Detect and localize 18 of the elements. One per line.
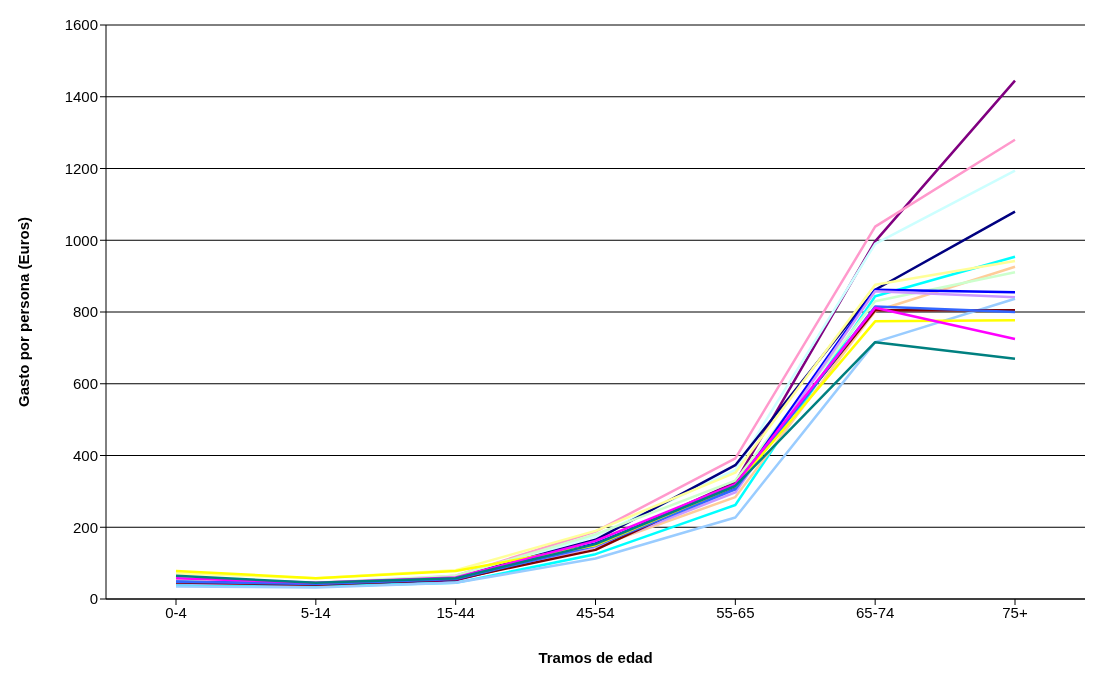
y-tick-label: 800 [72,303,98,321]
x-tick-label: 5-14 [300,603,331,621]
x-tick-label: 15-44 [436,603,475,621]
x-axis-title: Tramos de edad [538,649,653,666]
x-tick-label: 65-74 [855,603,895,621]
y-tick-label: 1000 [64,231,98,249]
y-tick-label: 1400 [64,88,98,106]
y-tick-label: 200 [72,518,98,536]
y-tick-label: 1200 [64,159,98,177]
y-tick-label: 400 [72,446,98,464]
y-tick-label: 1600 [64,16,98,34]
y-tick-label: 0 [89,590,98,608]
x-tick-label: 45-54 [576,603,615,621]
x-tick-label: 55-65 [716,603,755,621]
x-tick-label: 0-4 [165,603,187,621]
y-tick-label: 600 [72,375,98,393]
y-axis-title: Gasto por persona (Euros) [15,216,33,408]
x-tick-label: 75+ [1002,603,1028,621]
